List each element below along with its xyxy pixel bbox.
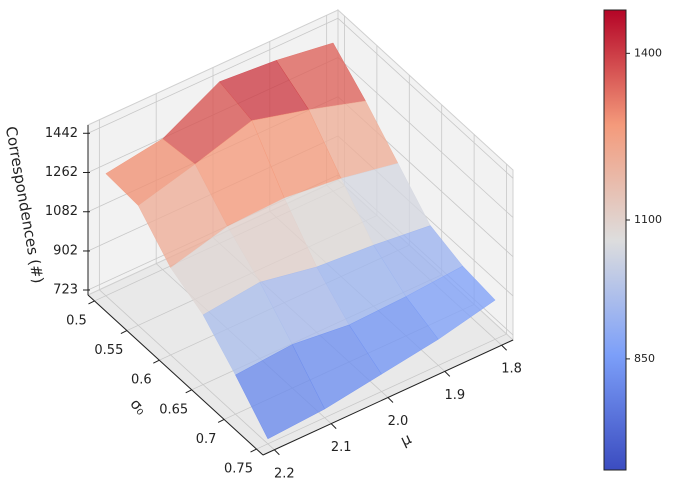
x-tick [185, 389, 192, 394]
colorbar-tick-label: 1400 [634, 46, 662, 59]
x-tick [153, 359, 160, 364]
y-tick-label: 2.0 [388, 414, 409, 429]
z-axis-title: Correspondences (#) [2, 125, 47, 285]
z-tick-label: 902 [53, 243, 78, 258]
x-tick [120, 330, 128, 335]
y-tick-label: 1.8 [501, 362, 522, 377]
grid-line [337, 57, 514, 218]
colorbar-gradient [603, 9, 627, 471]
z-tick-label: 1082 [45, 204, 78, 219]
x-tick [217, 418, 225, 423]
x-tick [88, 300, 95, 305]
axes: 723 902 1082 1262 1442 0.5 0.55 0.6 0.65 0.7 0.75 1… [45, 125, 522, 481]
x-tick-label: 0.65 [159, 402, 188, 417]
x-tick-label: 0.5 [66, 313, 87, 328]
colorbar: 850 1100 1400 [603, 9, 662, 471]
x-tick-label: 0.75 [224, 462, 253, 477]
y-axis-title: μ [398, 429, 415, 450]
z-tick-label: 723 [53, 282, 78, 297]
x-axis-title: σ₀ [126, 395, 150, 418]
z-tick-label: 1442 [45, 126, 78, 141]
grid-line [99, 289, 275, 451]
y-tick [387, 397, 394, 403]
y-tick-label: 1.9 [444, 388, 465, 403]
x-tick-label: 0.55 [94, 343, 123, 358]
y-tick [330, 423, 337, 429]
axis-line [87, 294, 264, 456]
z-tick-label: 1262 [45, 165, 78, 180]
colorbar-tick-label: 850 [634, 352, 655, 365]
colorbar-tick-label: 1100 [634, 213, 662, 226]
x-tick [250, 448, 257, 453]
axis-line [262, 339, 514, 456]
y-tick-label: 2.2 [274, 466, 295, 481]
y-tick [501, 344, 507, 351]
surface-face [235, 344, 326, 440]
surface [105, 42, 496, 440]
y-tick-label: 2.1 [331, 440, 352, 455]
x-tick-label: 0.6 [131, 373, 152, 388]
grid-line [337, 17, 514, 179]
y-tick [274, 449, 280, 456]
x-tick-label: 0.7 [196, 432, 217, 447]
y-tick [444, 371, 451, 377]
